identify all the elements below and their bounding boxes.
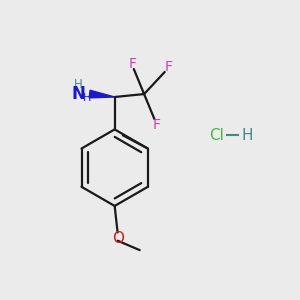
Text: F: F xyxy=(128,57,136,71)
Text: F: F xyxy=(164,60,172,74)
Polygon shape xyxy=(89,90,115,98)
Text: H: H xyxy=(74,78,83,91)
Text: F: F xyxy=(153,118,161,132)
Text: O: O xyxy=(112,231,124,246)
Text: Cl: Cl xyxy=(209,128,224,143)
Text: H: H xyxy=(241,128,253,143)
Text: H: H xyxy=(82,94,91,103)
Text: N: N xyxy=(71,85,85,103)
